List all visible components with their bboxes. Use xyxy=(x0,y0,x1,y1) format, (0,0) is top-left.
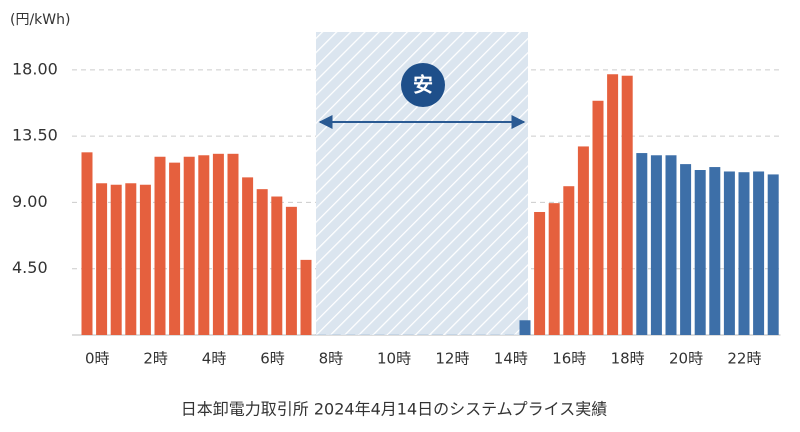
y-tick-label: 18.00 xyxy=(12,59,58,78)
bar xyxy=(577,146,589,335)
badge-text: 安 xyxy=(413,73,433,97)
badge-circle xyxy=(401,63,445,107)
bar xyxy=(271,196,283,335)
bar xyxy=(723,171,735,335)
bar xyxy=(563,186,575,335)
bar xyxy=(650,155,662,335)
y-tick-label: 9.00 xyxy=(12,192,48,211)
bar xyxy=(767,174,779,335)
bar xyxy=(154,156,166,335)
bar xyxy=(548,203,560,335)
y-tick-label: 13.50 xyxy=(12,126,58,145)
bar xyxy=(300,259,312,335)
caption: 日本卸電力取引所 2024年4月14日のシステムプライス実績 xyxy=(181,400,607,419)
x-tick-label: 2時 xyxy=(143,350,168,368)
bar xyxy=(139,184,151,335)
x-tick-label: 12時 xyxy=(435,350,469,368)
unit-label: (円/kWh) xyxy=(10,12,70,28)
x-tick-label: 8時 xyxy=(319,350,344,368)
bar xyxy=(110,184,122,335)
x-tick-label: 14時 xyxy=(494,350,528,368)
bar xyxy=(81,152,93,335)
bar xyxy=(636,153,648,335)
bar xyxy=(592,100,604,335)
bar xyxy=(519,320,531,335)
bar xyxy=(227,153,239,335)
bar xyxy=(607,74,619,335)
bar xyxy=(621,75,633,335)
bar xyxy=(534,211,546,335)
x-tick-label: 20時 xyxy=(669,350,703,368)
bar xyxy=(125,183,137,335)
bar xyxy=(212,153,224,335)
bar xyxy=(285,206,297,335)
bar xyxy=(256,189,268,335)
bar xyxy=(198,155,210,335)
x-tick-label: 0時 xyxy=(85,350,110,368)
x-tick-label: 10時 xyxy=(377,350,411,368)
x-tick-label: 4時 xyxy=(202,350,227,368)
bar xyxy=(680,164,692,335)
bar xyxy=(96,183,108,335)
x-tick-label: 6時 xyxy=(260,350,285,368)
bar xyxy=(665,155,677,335)
bar xyxy=(709,167,721,335)
bar xyxy=(694,170,706,335)
x-tick-label: 16時 xyxy=(552,350,586,368)
bar xyxy=(242,177,254,335)
bar xyxy=(738,172,750,335)
bar xyxy=(753,171,765,335)
bar xyxy=(169,162,181,335)
bar xyxy=(183,156,195,335)
x-tick-label: 22時 xyxy=(727,350,761,368)
x-tick-label: 18時 xyxy=(611,350,645,368)
y-tick-label: 4.50 xyxy=(12,258,48,277)
